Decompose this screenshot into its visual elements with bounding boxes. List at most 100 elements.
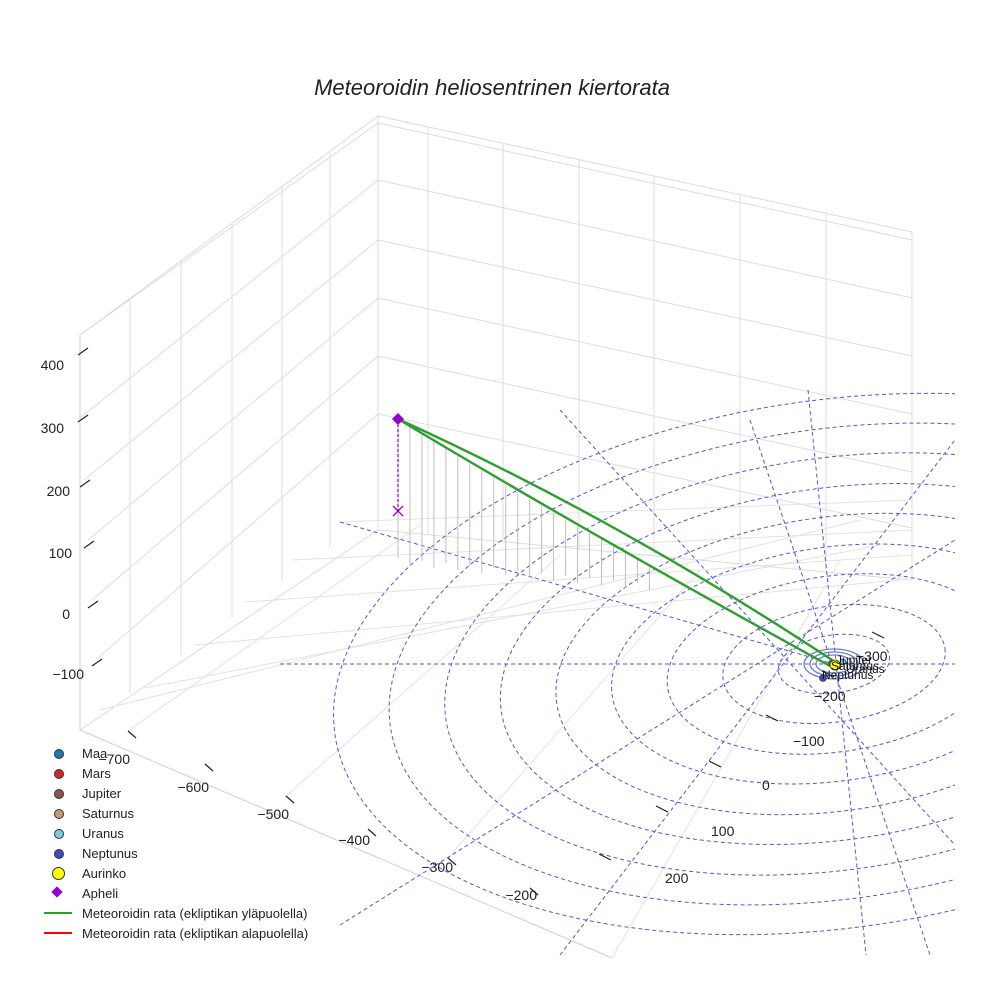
gridline (97, 413, 913, 659)
z-tick-mark (91, 658, 103, 667)
legend-item-uranus: Uranus (44, 823, 308, 843)
gridline (79, 179, 913, 419)
planet-label-uranus: Uranus (846, 662, 885, 676)
x-tick-label: −200 (505, 887, 537, 903)
legend-item-saturnus: Saturnus (44, 803, 308, 823)
red-line-icon (44, 932, 72, 934)
z-tick-label: −100 (52, 666, 84, 682)
legend-label: Aurinko (82, 865, 127, 881)
planet-marker-icon (54, 789, 64, 799)
planet-marker-icon (54, 829, 64, 839)
gridline (91, 355, 913, 601)
orbit-line-upper (397, 417, 836, 664)
ecliptic-spoke (559, 439, 955, 955)
ecliptic-ring (777, 633, 891, 695)
orbit-curves (397, 417, 836, 668)
planet-label-neptunus: Neptunus (822, 668, 873, 682)
planet-marker-icon (54, 849, 64, 859)
z-tick-mark (79, 479, 91, 488)
x-tick-mark (367, 828, 377, 837)
gridline (79, 122, 913, 336)
legend-label: Meteoroidin rata (ekliptikan alapuolella… (82, 925, 309, 941)
y-tick-mark (821, 670, 835, 678)
y-axis-ticks: −300 −200 −100 0 100 200 (598, 631, 888, 886)
y-tick-label: 0 (762, 777, 770, 793)
legend: Maa Mars Jupiter Saturnus Uranus Neptunu… (44, 743, 308, 943)
gridline (83, 239, 913, 481)
z-tick-label: 400 (41, 357, 65, 373)
orbit-line-lower (397, 417, 831, 668)
y-tick-label: −100 (793, 733, 825, 749)
neptunus-marker (819, 674, 827, 682)
ecliptic-ring (333, 392, 955, 936)
x-tick-mark (529, 887, 539, 896)
z-tick-label: 0 (62, 606, 70, 622)
ecliptic-ring (611, 543, 955, 785)
z-tick-mark (77, 347, 89, 356)
z-tick-label: 100 (49, 545, 73, 561)
z-tick-label: 200 (47, 483, 71, 499)
legend-label: Uranus (82, 825, 124, 841)
y-tick-label: 100 (711, 823, 735, 839)
gridline (99, 519, 861, 711)
y-tick-label: 200 (665, 870, 689, 886)
axes-gridlines (79, 122, 913, 959)
green-line-icon (44, 912, 72, 914)
planet-orbit (815, 654, 853, 674)
x-tick-mark (447, 857, 457, 866)
planet-label-jupiter: Jupiter (836, 653, 872, 667)
gridline (611, 559, 841, 959)
legend-item-orbit-above: Meteoroidin rata (ekliptikan yläpuolella… (44, 903, 308, 923)
ecliptic-spoke (749, 419, 931, 955)
legend-label: Neptunus (82, 845, 138, 861)
gridline (285, 554, 561, 797)
ecliptic-ring (722, 603, 946, 725)
gridline (244, 554, 913, 603)
y-tick-label: −200 (814, 688, 846, 704)
legend-item-mars: Mars (44, 763, 308, 783)
legend-label: Saturnus (82, 805, 135, 821)
planet-label-saturnus: Saturnus (831, 659, 879, 673)
y-tick-label: −300 (856, 648, 888, 664)
floor-front-edge (79, 729, 613, 959)
planet-marker-icon (54, 809, 64, 819)
markers (392, 413, 847, 682)
x-tick-label: −400 (338, 832, 370, 848)
ecliptic-ring (499, 483, 955, 845)
aphelion-marker-icon (51, 886, 63, 898)
y-tick-mark (708, 760, 722, 768)
planet-marker-icon (54, 769, 64, 779)
aphelion-marker (392, 413, 404, 425)
sun-marker (829, 659, 841, 671)
chart-title: Meteoroidin heliosentrinen kiertorata (314, 75, 670, 100)
legend-label: Jupiter (82, 785, 122, 801)
ecliptic-grid (280, 389, 955, 955)
planet-marker-icon (54, 749, 64, 759)
ecliptic-ring (666, 573, 955, 755)
gridline (87, 297, 913, 541)
planet-orbit (803, 648, 865, 680)
orbit-projection-stems (397, 419, 650, 591)
left-pane (79, 115, 379, 731)
legend-label: Meteoroidin rata (ekliptikan yläpuolella… (82, 905, 308, 921)
x-tick-label: −300 (421, 859, 453, 875)
gridline (144, 544, 881, 689)
x-tick-label: −600 (177, 779, 209, 795)
z-tick-mark (83, 540, 95, 549)
legend-item-jupiter: Jupiter (44, 783, 308, 803)
ecliptic-ring (555, 512, 955, 816)
y-tick-mark (598, 853, 612, 861)
ecliptic-spoke (339, 539, 955, 926)
z-tick-mark (77, 414, 89, 423)
legend-item-apheli: Apheli (44, 883, 308, 903)
z-tick-mark (87, 600, 99, 609)
aphelion-projection-x-icon (392, 505, 404, 517)
legend-label: Apheli (82, 885, 119, 901)
legend-item-maa: Maa (44, 743, 308, 763)
x-tick-mark (204, 763, 214, 772)
legend-item-neptunus: Neptunus (44, 843, 308, 863)
z-tick-label: 300 (41, 420, 65, 436)
gridline (194, 579, 901, 646)
uranus-marker (839, 658, 847, 666)
